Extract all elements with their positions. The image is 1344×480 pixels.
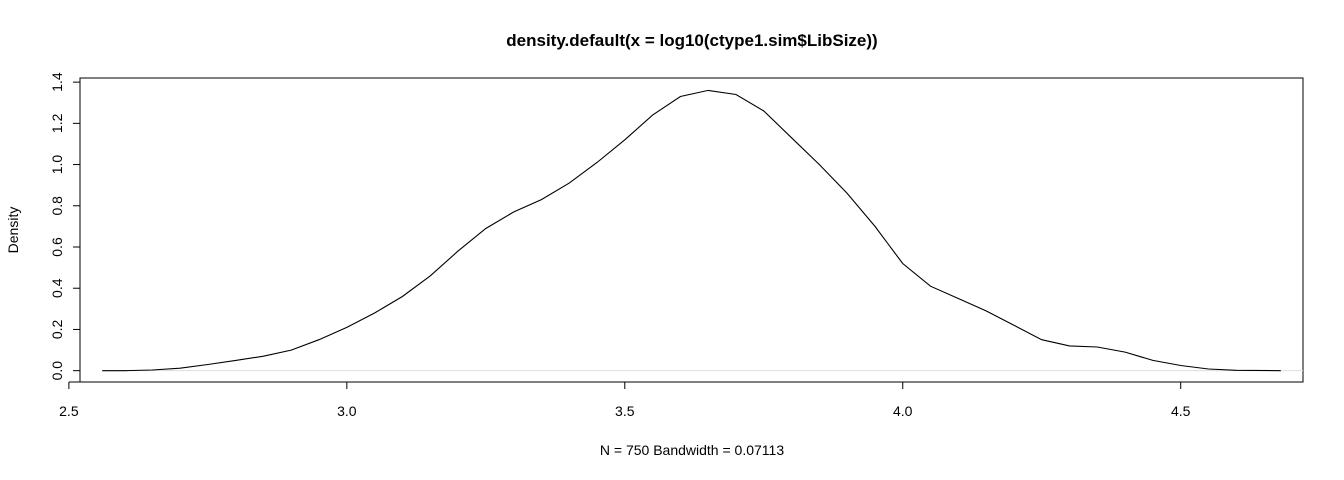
x-axis-label: N = 750 Bandwidth = 0.07113	[600, 442, 784, 458]
y-tick-label: 0.6	[49, 237, 65, 257]
y-tick-label: 1.4	[49, 72, 65, 92]
y-tick-label: 0.2	[49, 320, 65, 340]
y-tick-label: 0.4	[49, 278, 65, 298]
x-tick-label: 3.0	[337, 403, 357, 419]
x-tick-label: 4.0	[893, 403, 913, 419]
x-tick-label: 2.5	[59, 403, 79, 419]
y-axis: 0.0 0.2 0.4 0.6 0.8 1.0 1.2 1.4	[49, 72, 81, 381]
chart-title: density.default(x = log10(ctype1.sim$Lib…	[506, 31, 877, 50]
x-tick-label: 3.5	[615, 403, 635, 419]
x-axis: 2.5 3.0 3.5 4.0 4.5	[59, 381, 1191, 419]
x-tick-label: 4.5	[1171, 403, 1191, 419]
y-tick-label: 0.0	[49, 361, 65, 381]
y-axis-label: Density	[5, 207, 21, 254]
y-tick-label: 1.2	[49, 113, 65, 133]
y-tick-label: 0.8	[49, 196, 65, 216]
plot-frame	[79, 77, 1304, 383]
density-curve	[102, 89, 1281, 372]
y-tick-label: 1.0	[49, 155, 65, 175]
